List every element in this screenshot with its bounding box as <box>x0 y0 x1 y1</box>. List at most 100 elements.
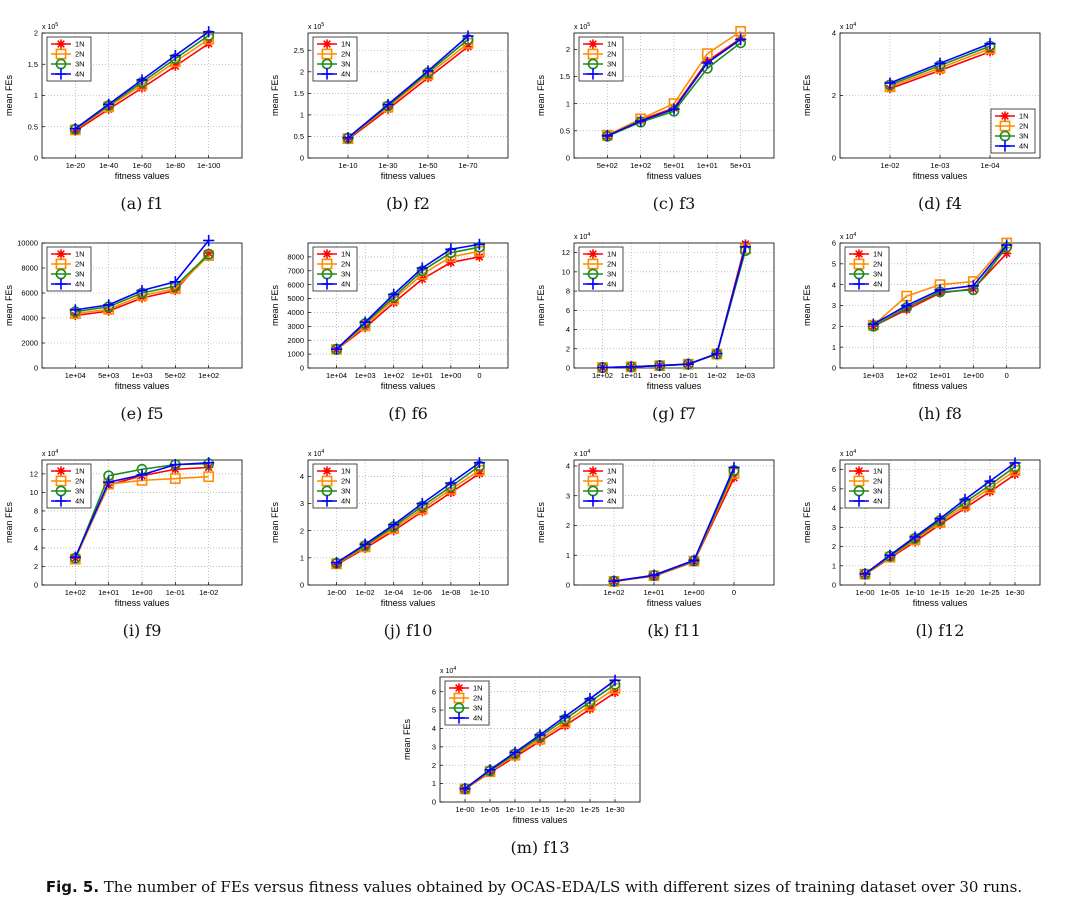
legend-label: 1N <box>607 40 617 49</box>
legend-label: 4N <box>873 497 883 506</box>
legend-marker <box>853 258 865 270</box>
legend-label: 1N <box>473 684 483 693</box>
data-point <box>959 493 971 506</box>
chart-f7: 1e+02 1e+01 1e+00 1e-01 1e-02 1e-03 0 2 4 6 8 10 12 f… <box>536 232 775 391</box>
data-point <box>462 30 474 42</box>
legend-entry-4N: 4N <box>317 68 351 80</box>
data-point <box>934 284 946 296</box>
y-tick-label: 1000 <box>287 350 304 359</box>
x-tick-label: 1e-01 <box>679 371 698 380</box>
y-tick-label: 0.5 <box>28 122 38 131</box>
y-axis-label: mean FEs <box>536 284 546 326</box>
series-line <box>602 250 747 369</box>
x-tick-label: 1e-15 <box>930 588 949 597</box>
y-tick-label: 3 <box>432 742 436 751</box>
data-point <box>534 729 546 741</box>
legend-entry-1N: 1N <box>51 466 85 476</box>
y-tick-label: 1.5 <box>294 89 304 98</box>
data-point <box>136 74 148 86</box>
data-point <box>635 115 647 127</box>
x-tick-label: 1e-40 <box>99 161 118 170</box>
legend-entry-4N: 4N <box>995 140 1029 152</box>
legend-marker <box>854 466 864 476</box>
x-tick-label: 1e+03 <box>863 371 884 380</box>
legend-entry-1N: 1N <box>849 249 883 259</box>
axis-exponent-power: 5 <box>55 22 58 28</box>
x-tick-label: 1e-10 <box>338 161 357 170</box>
data-point <box>625 361 637 373</box>
y-tick-label: 6 <box>566 306 570 315</box>
x-axis-label: fitness values <box>647 598 702 608</box>
series-line <box>613 477 735 583</box>
x-tick-label: 1e+03 <box>131 371 152 380</box>
y-tick-label: 2 <box>300 67 304 76</box>
series-line <box>336 250 480 351</box>
y-tick-label: 12 <box>562 248 570 257</box>
x-tick-label: 5e+02 <box>597 161 618 170</box>
legend-label: 1N <box>1019 112 1029 121</box>
y-tick-label: 2 <box>832 542 836 551</box>
series-line <box>336 462 480 564</box>
y-tick-label: 1.5 <box>560 72 570 81</box>
y-tick-label: 3 <box>566 491 570 500</box>
legend-entry-4N: 4N <box>583 278 617 290</box>
x-tick-label: 1e-04 <box>980 161 999 170</box>
series-line <box>607 42 742 137</box>
data-point <box>203 26 215 38</box>
y-tick-label: 10000 <box>17 239 38 248</box>
data-point <box>654 359 666 372</box>
x-tick-label: 1e+01 <box>621 371 642 380</box>
legend-entry-1N: 1N <box>317 249 351 259</box>
subfigure-caption: (a) f1 <box>120 194 164 213</box>
legend-entry-2N: 2N <box>51 48 85 60</box>
data-point <box>648 569 660 581</box>
legend-entry-1N: 1N <box>51 249 85 259</box>
legend-entry-2N: 2N <box>51 258 85 270</box>
plot-frame <box>307 242 509 369</box>
data-point <box>203 248 215 260</box>
series-4N <box>69 26 215 135</box>
data-point <box>473 457 486 469</box>
legend-marker <box>321 68 333 80</box>
legend-label: 4N <box>341 497 351 506</box>
legend-marker <box>854 249 864 259</box>
data-point <box>728 461 740 474</box>
y-axis-label: mean FEs <box>270 74 280 116</box>
x-tick-label: 1e+00 <box>963 371 984 380</box>
x-tick-label: 1e-20 <box>555 805 574 814</box>
y-tick-label: 3000 <box>287 322 304 331</box>
legend-label: 3N <box>607 487 617 496</box>
series-4N <box>69 234 215 316</box>
y-tick-label: 1 <box>34 91 38 100</box>
y-tick-label: 7000 <box>287 266 304 275</box>
legend-label: 3N <box>1019 132 1029 141</box>
axis-exponent: x 105 <box>42 22 58 31</box>
axis-exponent: x 104 <box>440 666 456 675</box>
data-point <box>867 318 879 330</box>
series-4N <box>342 30 474 144</box>
legend-entry-4N: 4N <box>317 278 351 290</box>
legend-label: 3N <box>341 270 351 279</box>
x-axis-label: fitness values <box>647 381 702 391</box>
axis-exponent-power: 5 <box>587 22 590 28</box>
data-point <box>69 551 81 563</box>
x-axis-label: fitness values <box>913 381 968 391</box>
x-tick-label: 1e+01 <box>929 371 950 380</box>
legend-label: 3N <box>473 704 483 713</box>
y-tick-label: 3 <box>300 499 304 508</box>
y-axis-label: mean FEs <box>4 74 14 116</box>
axis-exponent: x 104 <box>840 22 856 31</box>
data-point <box>203 234 215 247</box>
y-tick-label: 8000 <box>21 264 38 273</box>
y-axis-label: mean FEs <box>4 284 14 326</box>
x-axis-label: fitness values <box>381 598 436 608</box>
data-point <box>559 710 571 723</box>
y-tick-label: 3 <box>832 301 836 310</box>
x-axis-label: fitness values <box>115 381 170 391</box>
legend-marker <box>587 48 599 60</box>
